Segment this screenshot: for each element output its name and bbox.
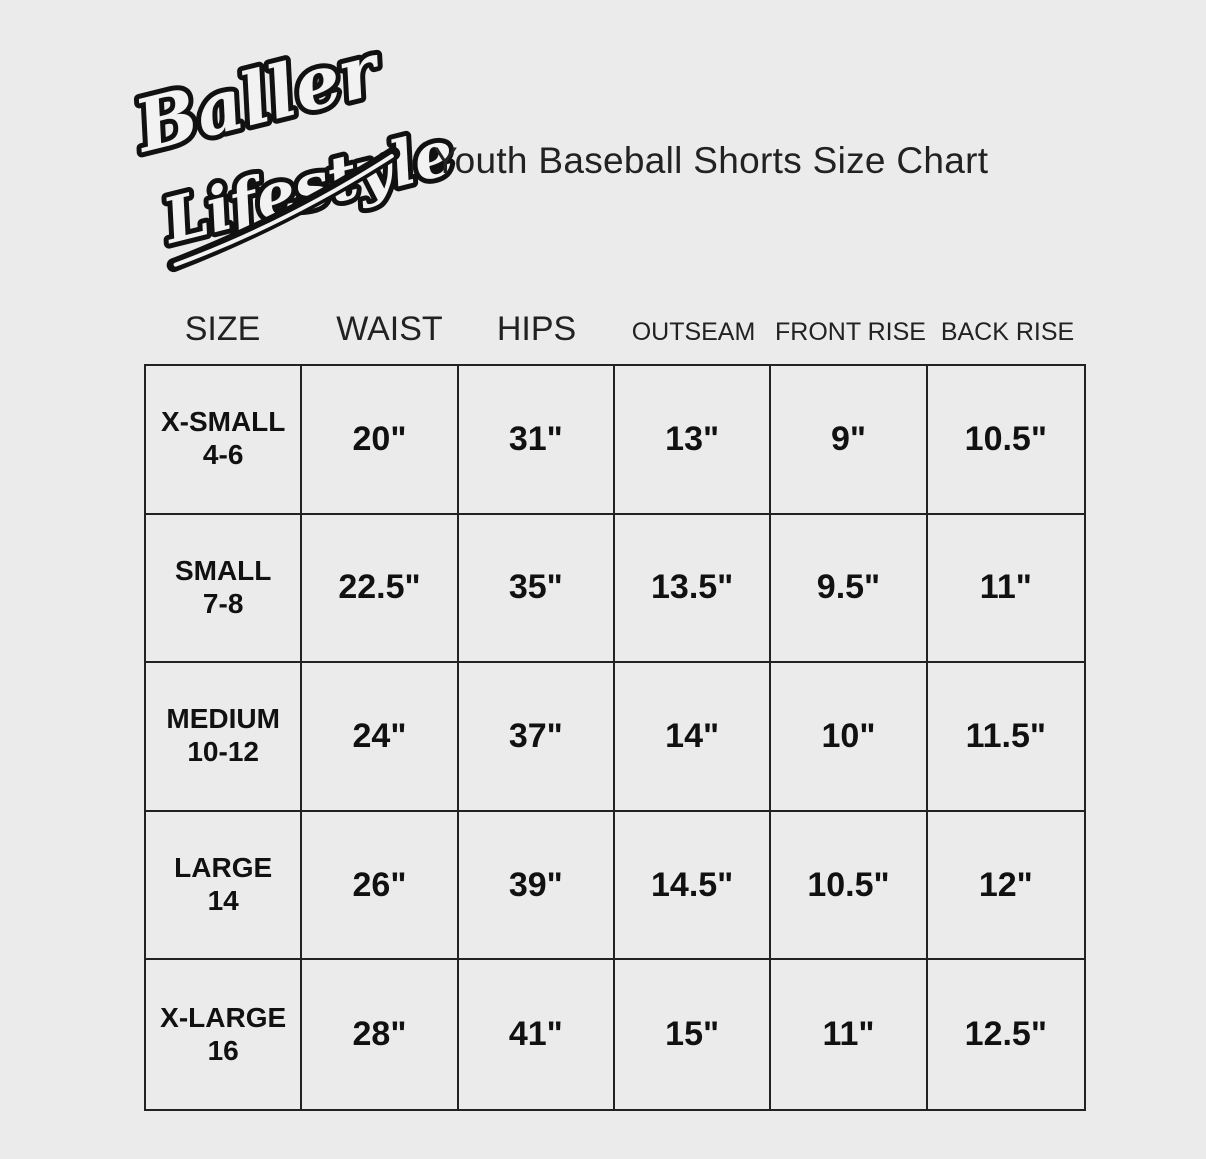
size-cell: SMALL 7-8 xyxy=(146,514,303,664)
size-table: X-SMALL 4-6 20" 31" 13" 9" 10.5" SMALL 7-8 22.5" 3… xyxy=(144,364,1086,1111)
hips-cell: 39" xyxy=(458,811,615,961)
waist-cell: 22.5" xyxy=(302,514,459,664)
back-rise-cell: 12" xyxy=(927,812,1084,961)
size-cell: LARGE 14 xyxy=(146,811,303,961)
waist-cell: 26" xyxy=(302,811,459,961)
outseam-cell: 13" xyxy=(614,366,772,515)
size-cell: X-LARGE 16 xyxy=(146,960,303,1109)
size-name: X-LARGE xyxy=(160,1001,287,1033)
brand-logo: Baller Lifestyle xyxy=(120,20,466,273)
waist-cell: 24" xyxy=(302,663,459,812)
back-rise-cell: 10.5" xyxy=(927,366,1084,515)
column-header-outseam: OUTSEAM xyxy=(631,318,756,346)
size-name: LARGE xyxy=(174,852,273,884)
size-range: 10-12 xyxy=(187,736,259,768)
size-name: SMALL xyxy=(174,554,272,586)
hips-cell: 35" xyxy=(458,514,615,664)
size-name: X-SMALL xyxy=(160,406,286,438)
back-rise-cell: 12.5" xyxy=(964,1015,1047,1054)
outseam-cell: 14.5" xyxy=(614,811,772,961)
outseam-cell: 14" xyxy=(614,663,772,812)
column-header-size: SIZE xyxy=(184,310,261,348)
waist-cell: 20" xyxy=(302,366,459,515)
column-header-waist: WAIST xyxy=(336,310,443,348)
hips-cell: 31" xyxy=(458,366,615,515)
back-rise-cell: 11.5" xyxy=(927,663,1084,812)
size-cell: MEDIUM 10-12 xyxy=(146,663,303,812)
hips-cell: 41" xyxy=(459,960,615,1109)
column-header-front-rise: FRONT RISE xyxy=(775,318,926,346)
front-rise-cell: 10.5" xyxy=(771,811,928,961)
size-range: 16 xyxy=(207,1034,239,1066)
front-rise-cell: 9.5" xyxy=(771,514,928,664)
back-rise-cell: 11" xyxy=(927,515,1084,664)
outseam-cell: 15" xyxy=(615,960,772,1109)
front-rise-cell: 9" xyxy=(771,366,928,515)
front-rise-cell: 10" xyxy=(771,663,928,812)
column-header-back-rise: BACK RISE xyxy=(940,318,1075,346)
size-range: 4-6 xyxy=(202,439,244,471)
front-rise-cell: 11" xyxy=(771,960,928,1109)
size-range: 7-8 xyxy=(202,587,244,619)
page-title: Youth Baseball Shorts Size Chart xyxy=(433,140,989,181)
outseam-cell: 13.5" xyxy=(614,514,772,664)
waist-cell: 28" xyxy=(302,960,459,1109)
size-name: MEDIUM xyxy=(166,703,280,735)
size-range: 14 xyxy=(207,885,239,917)
size-cell: X-SMALL 4-6 xyxy=(146,366,303,515)
column-header-hips: HIPS xyxy=(496,310,577,348)
hips-cell: 37" xyxy=(458,663,615,812)
